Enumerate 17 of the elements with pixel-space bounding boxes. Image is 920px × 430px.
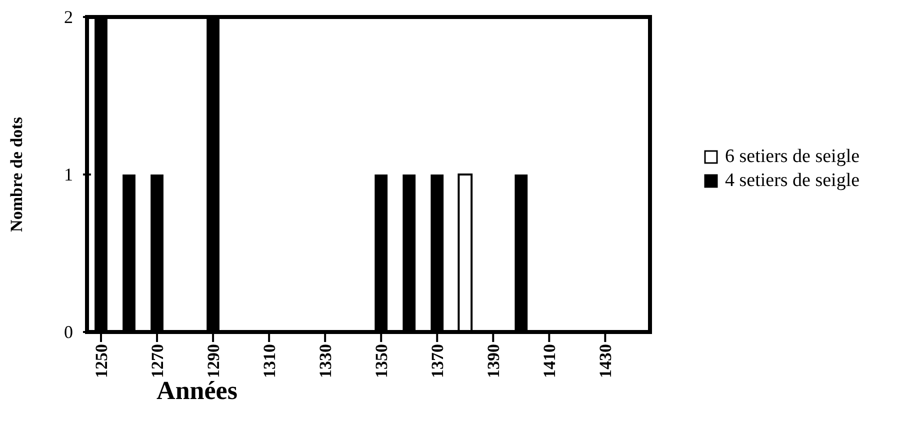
x-tick-label: 1290: [204, 344, 223, 378]
y-axis-title: Nombre de dots: [7, 116, 26, 232]
x-tick-label: 1310: [260, 344, 280, 378]
x-tick-label: 1390: [484, 344, 504, 378]
x-axis-title: Années: [156, 376, 238, 405]
x-tick-label: 1430: [596, 344, 616, 378]
y-tick-label: 0: [64, 322, 73, 342]
legend-label: 4 setiers de seigle: [725, 170, 860, 191]
y-tick-label: 2: [64, 7, 73, 27]
y-tick-label: 1: [64, 164, 73, 184]
x-tick-label: 1270: [148, 344, 167, 378]
x-tick-label: 1410: [540, 344, 560, 378]
x-tick-label: 1330: [316, 344, 336, 378]
legend-label: 6 setiers de seigle: [725, 146, 860, 167]
x-tick-label: 1350: [372, 344, 392, 378]
x-tick-label: 1370: [428, 344, 448, 378]
x-tick-label: 1250: [92, 344, 111, 378]
